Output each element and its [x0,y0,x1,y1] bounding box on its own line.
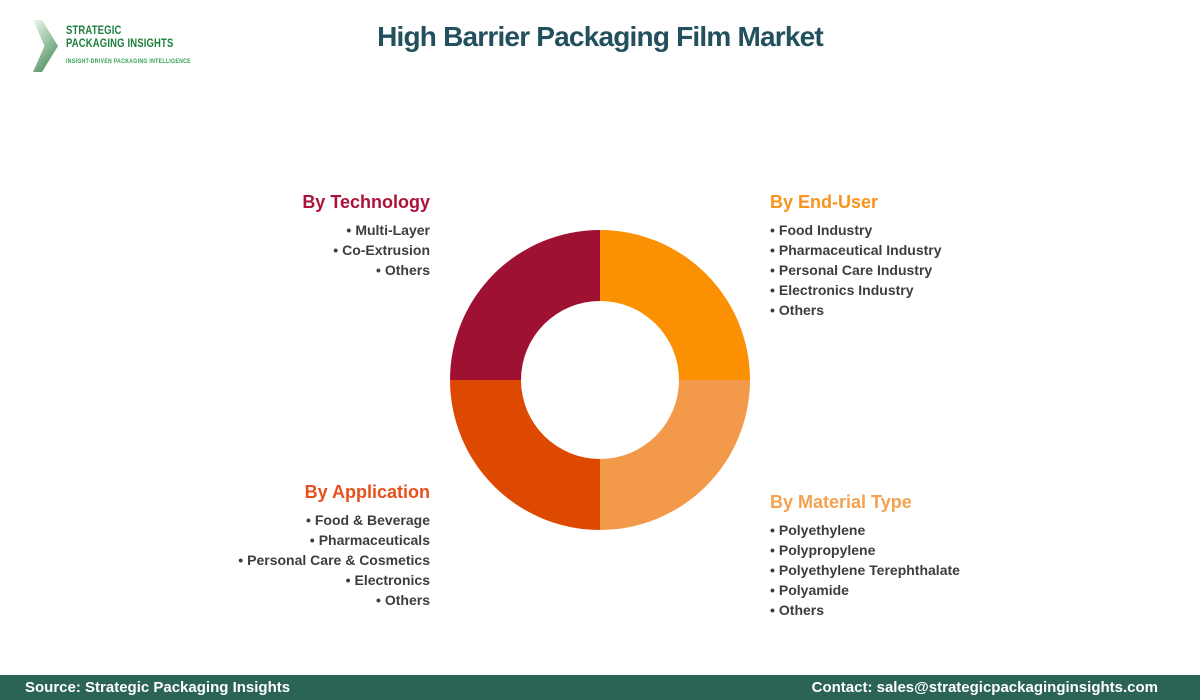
list-item: • Electronics Industry [770,280,942,300]
bullet-icon: • [770,302,775,318]
bullet-icon: • [770,562,775,578]
list-item: • Pharmaceuticals [238,530,430,550]
list-item: • Personal Care & Cosmetics [238,550,430,570]
list-item-label: Food & Beverage [314,512,430,528]
list-item-label: Electronics [354,572,430,588]
bullet-icon: • [238,552,244,568]
bullet-icon: • [375,262,381,278]
bullet-icon: • [770,522,775,538]
list-item: • Multi-Layer [302,220,430,240]
bullet-icon: • [346,222,352,238]
donut-slice-application [450,380,600,530]
list-item-label: Electronics Industry [778,282,914,298]
list-item: • Pharmaceutical Industry [770,240,942,260]
section-by-end-user: By End-User • Food Industry • Pharmaceutic… [770,191,942,320]
list-item: • Food & Beverage [238,510,430,530]
list-item-label: Personal Care & Cosmetics [247,552,430,568]
bullet-icon: • [770,222,775,238]
list-item-label: Others [384,262,430,278]
bullet-icon: • [770,582,775,598]
bullet-icon: • [770,542,775,558]
bullet-icon: • [305,512,311,528]
list-item-label: Food Industry [778,222,873,238]
list-item: • Personal Care Industry [770,260,942,280]
bullet-icon: • [309,532,315,548]
list-item-label: Others [778,302,825,318]
section-by-technology: By Technology • Multi-Layer • Co-Extrusion… [302,191,430,280]
list-item: • Others [238,590,430,610]
list-item-label: Others [778,602,825,618]
list-item: • Food Industry [770,220,942,240]
brand-tagline: INSIGHT-DRIVEN PACKAGING INTELLIGENCE [66,58,191,65]
list-item-label: Personal Care Industry [778,262,933,278]
page-title: High Barrier Packaging Film Market [377,21,824,52]
donut-slice-material-type [600,380,750,530]
list-item: • Polypropylene [770,540,960,560]
list-item: • Polyethylene [770,520,960,540]
list-item-label: Polyethylene Terephthalate [778,562,960,578]
bullet-icon: • [333,242,339,258]
list-item-label: Others [384,592,430,608]
section-by-application: By Application • Food & Beverage • Pharmac… [238,481,430,610]
donut-slice-end-user [600,230,750,380]
brand-name-line2: PACKAGING INSIGHTS [66,35,174,50]
bullet-icon: • [770,602,775,618]
section-header-technology: By Technology [302,192,430,212]
donut-chart [450,230,750,530]
list-item: • Polyamide [770,580,960,600]
list-item-label: Polyethylene [778,522,866,538]
section-header-end-user: By End-User [770,192,879,212]
footer-source-text: Source: Strategic Packaging Insights [25,679,291,696]
brand-name-line1: STRATEGIC [66,23,122,37]
footer-bar: Source: Strategic Packaging Insights Con… [0,675,1200,700]
list-item: • Others [770,600,960,620]
list-item-label: Co-Extrusion [342,242,430,258]
donut-slice-technology [450,230,600,380]
bullet-icon: • [375,592,381,608]
footer-contact-text: Contact: sales@strategicpackaginginsight… [811,679,1158,696]
brand-logo-text: STRATEGIC PACKAGING INSIGHTS INSIGHT-DRI… [66,24,191,65]
list-item-label: Pharmaceutical Industry [778,242,942,258]
bullet-icon: • [770,282,775,298]
section-by-material-type: By Material Type • Polyethylene • Polyprop… [770,491,960,620]
bullet-icon: • [770,262,775,278]
bullet-icon: • [770,242,775,258]
section-header-material-type: By Material Type [770,492,912,512]
section-header-application: By Application [304,482,430,502]
bullet-icon: • [345,572,351,588]
list-item: • Polyethylene Terephthalate [770,560,960,580]
list-item-label: Multi-Layer [355,222,430,238]
list-item: • Others [770,300,942,320]
list-item: • Co-Extrusion [302,240,430,260]
list-item-label: Pharmaceuticals [318,532,430,548]
list-item-label: Polypropylene [778,542,876,558]
list-item: • Electronics [238,570,430,590]
list-item-label: Polyamide [778,582,849,598]
list-item: • Others [302,260,430,280]
